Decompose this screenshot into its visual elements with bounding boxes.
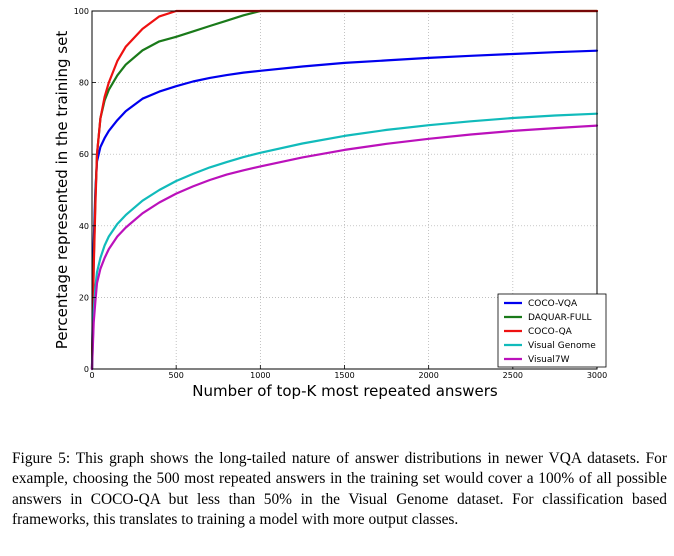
y-tick-label: 20 — [79, 293, 89, 302]
series-line-visual7w — [90, 124, 599, 371]
y-axis-label: Percentage represented in the training s… — [53, 31, 71, 350]
line-chart: 0 500 1000 1500 2000 2500 3000 0 20 40 60 80 100 Num… — [53, 7, 607, 400]
legend-label-coco-qa: COCO-QA — [528, 327, 573, 337]
legend-label-coco-vqa: COCO-VQA — [528, 299, 578, 309]
axis-ticks: 0 500 1000 1500 2000 2500 3000 0 20 40 60 80 100 — [74, 7, 607, 380]
x-tick-label: 1500 — [334, 371, 354, 380]
chart-legend: COCO-VQA DAQUAR-FULL COCO-QA Visual Genome V… — [497, 293, 607, 368]
y-tick-label: 80 — [79, 79, 89, 88]
figure-caption: Figure 5: This graph shows the long-tail… — [12, 450, 667, 528]
series-line-coco-vqa — [90, 49, 599, 371]
x-tick-label: 0 — [89, 371, 94, 380]
y-tick-label: 100 — [74, 7, 89, 16]
x-tick-label: 3000 — [587, 371, 607, 380]
x-tick-label: 500 — [169, 371, 184, 380]
legend-label-daquar-full: DAQUAR-FULL — [528, 313, 592, 323]
y-tick-label: 0 — [84, 365, 89, 374]
x-axis-label: Number of top-K most repeated answers — [192, 382, 498, 400]
legend-label-visual7w: Visual7W — [528, 355, 570, 365]
x-tick-label: 2500 — [503, 371, 523, 380]
y-tick-label: 40 — [79, 222, 89, 231]
x-tick-label: 2000 — [418, 371, 438, 380]
y-tick-label: 60 — [79, 150, 89, 159]
legend-label-visual-genome: Visual Genome — [528, 341, 596, 351]
series-line-visual-genome — [90, 112, 599, 371]
x-tick-label: 1000 — [250, 371, 270, 380]
